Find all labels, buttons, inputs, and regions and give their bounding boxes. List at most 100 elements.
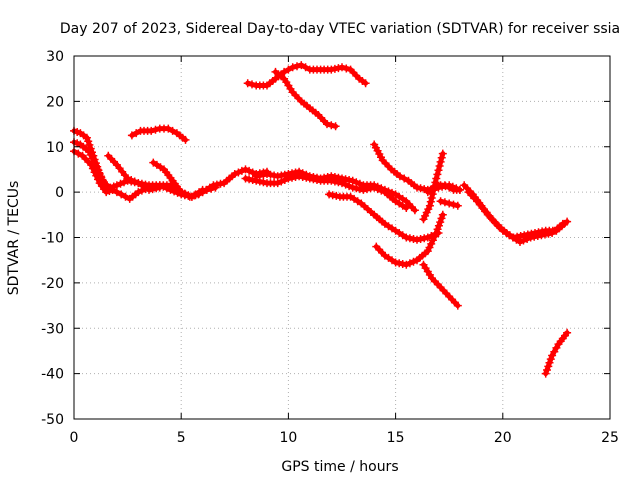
data-point-plus [533,232,542,240]
data-point-plus [436,218,445,227]
data-point-plus [293,62,301,71]
data-point-plus [432,174,441,183]
data-point-plus [291,168,300,177]
data-point-plus [384,187,393,196]
data-point-plus [181,190,190,199]
series-s13 [372,210,447,269]
y-tick-label: -20 [41,276,64,292]
data-point-plus [259,178,268,187]
data-point-plus [440,181,449,190]
data-point-plus [132,129,141,138]
data-point-plus [545,358,554,367]
series-s15 [419,260,462,310]
axis-ticks: 0 5 10 15 20 25 30 20 10 0 -10 -20 -30 -40 -50 [41,49,619,446]
data-point-plus [237,166,246,175]
series-line [273,69,339,129]
data-point-plus [526,233,535,242]
y-tick-label: 0 [55,185,64,201]
data-point-plus [519,236,528,245]
data-point-plus [434,166,443,175]
x-tick-label: 0 [70,430,79,446]
data-point-plus [435,162,444,170]
data-point-plus [425,201,434,210]
data-point-plus [297,61,306,70]
series-s14 [419,149,447,224]
data-point-plus [323,173,332,181]
data-point-plus [433,225,442,234]
series-group [70,61,572,378]
data-point-plus [168,126,177,135]
data-point-plus [90,168,99,177]
data-point-plus [190,191,199,200]
data-point-plus [409,235,418,243]
data-point-plus [92,171,101,180]
data-point-plus [425,243,434,252]
data-point-plus [434,221,443,230]
data-point-plus [436,157,445,166]
data-point-plus [248,176,257,184]
data-point-plus [409,257,418,266]
data-point-plus [423,247,432,256]
data-point-plus [248,80,256,89]
data-point-plus [88,154,97,163]
series-s20 [541,328,572,378]
data-point-plus [427,239,436,248]
data-point-plus [544,362,553,371]
data-point-plus [361,79,370,88]
data-point-plus [438,149,447,158]
data-point-plus [445,183,454,192]
data-point-plus [123,174,132,183]
data-point-plus [437,153,446,162]
data-point-plus [413,235,421,244]
series-s16 [423,181,464,197]
data-point-plus [516,238,524,246]
data-point-plus [352,178,361,187]
data-point-plus [202,185,211,194]
data-point-plus [334,64,343,73]
x-tick-label: 25 [601,430,619,446]
y-tick-label: -40 [41,367,64,383]
data-point-plus [348,176,357,185]
data-point-plus [370,181,379,190]
data-point-plus [181,135,190,144]
data-point-plus [166,185,175,194]
data-point-plus [558,219,567,228]
data-point-plus [338,63,346,72]
data-point-plus [164,124,173,133]
data-point-plus [147,126,156,135]
series-s3 [70,147,117,197]
data-point-plus [563,217,572,226]
data-point-plus [546,355,555,364]
data-point-plus [284,65,293,74]
data-point-plus [332,191,341,200]
data-point-plus [380,185,389,194]
data-point-plus [453,301,462,310]
data-point-plus [243,79,252,88]
data-point-plus [198,188,207,197]
data-point-plus [159,182,168,191]
data-point-plus [563,328,572,337]
data-point-plus [155,181,164,190]
data-point-plus [423,233,432,242]
data-point-plus [288,63,297,72]
data-point-plus [440,198,449,207]
data-point-plus [241,165,250,174]
data-point-plus [82,133,91,142]
x-tick-label: 10 [279,430,297,446]
data-point-plus [327,172,336,181]
data-point-plus [402,233,411,242]
data-point-plus [327,121,336,130]
data-point-plus [248,168,257,177]
data-point-plus [330,64,339,73]
data-point-plus [523,235,532,243]
series-s19 [464,188,567,246]
data-point-plus [298,169,307,178]
data-point-plus [295,167,304,176]
data-point-plus [320,173,329,182]
series-line [371,142,463,193]
data-point-plus [432,229,441,237]
data-point-plus [207,184,216,193]
data-point-plus [400,174,409,183]
data-point-plus [305,172,314,181]
data-point-plus [410,206,419,215]
